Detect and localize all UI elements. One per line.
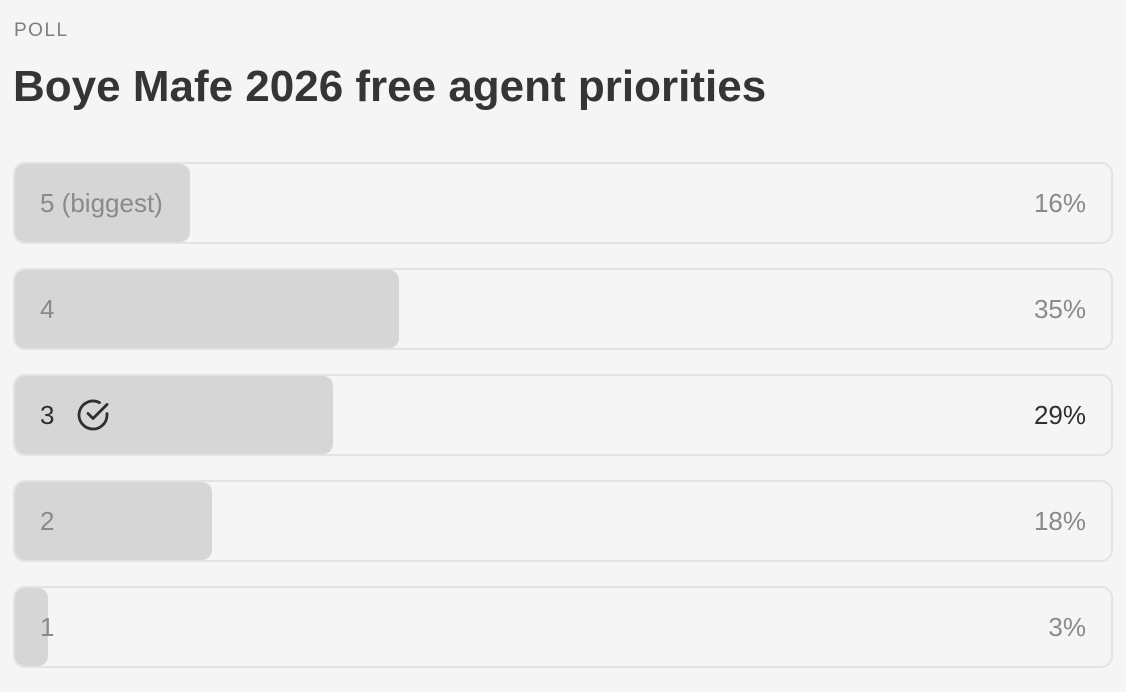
poll-option-label: 2 — [40, 505, 55, 536]
poll-title: Boye Mafe 2026 free agent priorities — [13, 62, 767, 111]
poll-option-label: 1 — [40, 611, 55, 642]
poll-option-5[interactable]: 5 (biggest) 16% — [13, 162, 1113, 244]
poll-option-1[interactable]: 1 3% — [13, 586, 1113, 668]
poll-option-bar — [15, 164, 190, 242]
poll-option-3[interactable]: 3 29% — [13, 374, 1113, 456]
poll-option-label: 4 — [40, 293, 55, 324]
check-circle-icon — [74, 396, 112, 434]
poll-option-bar — [15, 376, 333, 454]
poll-option-percent: 16% — [1033, 187, 1086, 218]
poll-option-2[interactable]: 2 18% — [13, 480, 1113, 562]
poll-option-bar — [15, 482, 212, 560]
poll-option-percent: 35% — [1033, 293, 1086, 324]
poll-option-label: 3 — [40, 399, 55, 430]
poll-option-bar — [15, 270, 399, 348]
poll-option-percent: 29% — [1033, 399, 1086, 430]
poll-option-4[interactable]: 4 35% — [13, 268, 1113, 350]
poll-options: 5 (biggest) 16% 4 35% 3 29% — [13, 162, 1113, 692]
poll-label: POLL — [14, 20, 69, 41]
poll-option-label: 5 (biggest) — [40, 187, 163, 218]
poll-option-percent: 18% — [1033, 505, 1086, 536]
poll-option-label-wrap: 3 — [40, 376, 112, 454]
poll-option-bar — [15, 588, 48, 666]
poll-option-percent: 3% — [1048, 611, 1086, 642]
